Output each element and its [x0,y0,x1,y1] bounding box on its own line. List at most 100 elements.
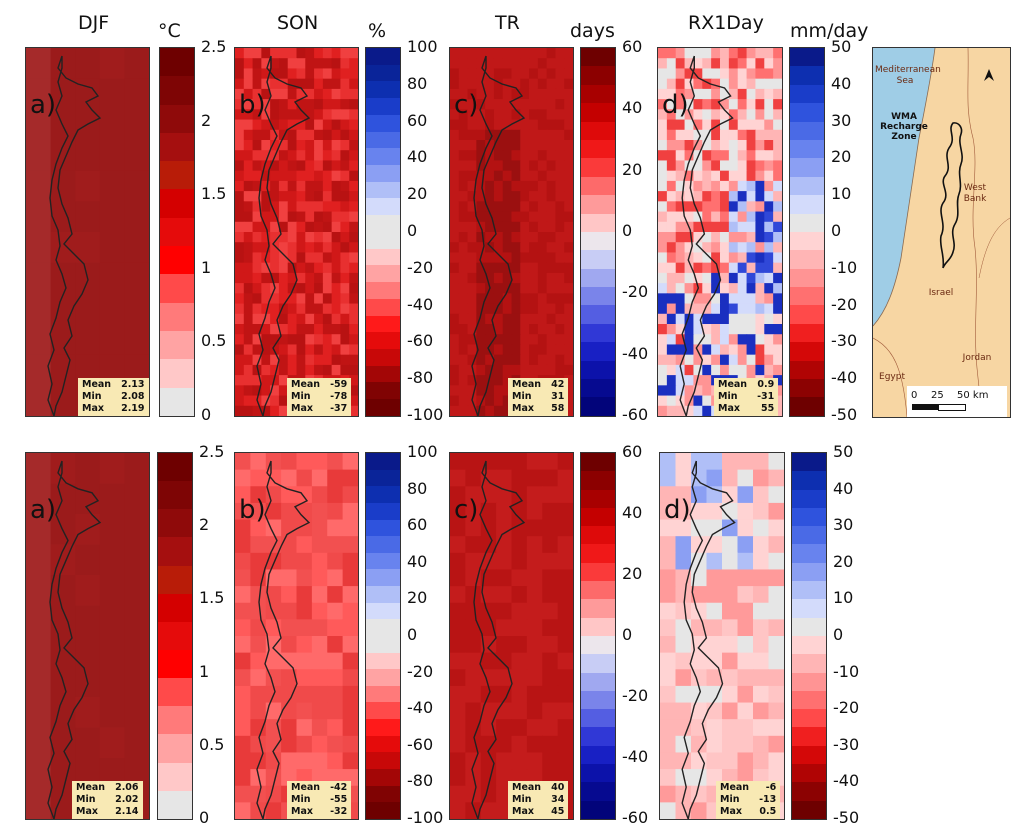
stats-box-djf-row1: Mean 2.13 Min 2.08 Max 2.19 [78,378,149,416]
colorbar-tick-label: -40 [622,747,649,766]
raster-field [26,453,149,819]
colorbar-tick-label: 20 [831,147,852,167]
stats-box-rx1day-row2: Mean -6 Min -13 Max 0.5 [716,781,781,819]
stats-box-rx1day-row1: Mean 0.9 Min -31 Max 55 [714,378,779,416]
panel-label-c: c) [454,495,479,525]
colorbar-tick-label: 1 [199,661,210,681]
colorbar-tick-label: -60 [407,734,434,754]
location-map: Mediterranean Sea WMA Recharge Zone West… [872,47,1011,418]
colorbar-tick-label: -60 [407,331,434,351]
label-jordan: Jordan [962,353,992,363]
colorbar-tick-label: 10 [831,184,852,204]
colorbar-tick-label: -20 [833,698,860,718]
stats-box-tr-row1: Mean 42 Min 31 Max 58 [508,378,569,416]
label-wma-recharge-zone: WMA Recharge Zone [880,112,928,142]
raster-field [450,48,573,416]
map-panel-djf-row2: a) Mean 2.06 Min 2.02 Max 2.14 [25,452,150,820]
colorbar-tick-label: -100 [407,808,444,827]
colorbar-tick-label: -40 [407,294,434,314]
colorbar-tick-label: -60 [622,405,649,424]
unit-son: % [368,20,387,42]
header-son: SON [277,12,319,34]
colorbar-tick-label: 2.5 [201,37,227,56]
map-panel-son-row1: b) Mean -59 Min -78 Max -37 [234,47,359,417]
colorbar-tick-label: 50 [831,37,852,56]
colorbar-tick-label: 40 [622,503,643,522]
colorbar-tick-label: -50 [833,808,860,827]
map-panel-son-row2: b) Mean -42 Min -55 Max -32 [234,452,359,820]
colorbar-djf-row1 [159,47,195,417]
unit-djf: °C [158,20,181,42]
scale-bar: 0 25 50 km [907,386,1007,417]
colorbar-tick-label: -30 [833,734,860,754]
raster-field [235,48,358,416]
colorbar-tick-label: 30 [831,110,852,130]
header-rx1day: RX1Day [688,12,764,34]
colorbar-tick-label: 1.5 [201,184,227,204]
colorbar-tick-label: 100 [407,37,438,56]
colorbar-tick-label: 0 [407,221,418,240]
colorbar-rx1day-row2 [791,452,827,820]
colorbar-tick-label: 1 [201,257,212,277]
colorbar-tick-label: 0.5 [199,734,225,754]
wma-boundary-outline [256,460,311,819]
label-mediterranean-sea: Mediterranean Sea [875,65,941,86]
colorbar-tick-label: -80 [407,368,434,388]
colorbar-tick-label: 60 [622,442,643,461]
label-egypt: Egypt [879,372,905,382]
colorbar-tick-label: -50 [831,405,858,424]
colorbar-tick-label: 30 [833,515,854,535]
colorbar-tick-label: 60 [407,110,428,130]
colorbar-tick-label: -20 [831,294,858,314]
colorbar-tick-label: 20 [407,588,428,608]
raster-field [658,48,782,416]
panel-label-a: a) [30,90,57,120]
colorbar-tick-label: -20 [407,661,434,681]
map-panel-rx1day-row2: d) Mean -6 Min -13 Max 0.5 [659,452,785,820]
colorbar-tick-label: -40 [833,771,860,791]
colorbar-tick-label: 0 [622,221,633,240]
colorbar-tick-label: 40 [833,478,854,498]
colorbar-tick-label: 100 [407,442,438,461]
colorbar-tick-label: 40 [622,98,643,118]
colorbar-tick-label: -40 [831,368,858,388]
colorbar-tick-label: 0 [831,221,842,240]
wma-boundary-outline [679,55,734,416]
panel-label-c: c) [454,90,479,120]
colorbar-tick-label: 0 [407,625,418,644]
colorbar-tick-label: 0 [622,625,633,644]
colorbar-tick-label: 1.5 [199,588,225,608]
panel-label-b: b) [239,90,266,120]
colorbar-tick-label: 2 [199,515,210,535]
wma-boundary-outline [47,460,102,819]
header-tr: TR [495,12,520,34]
colorbar-tick-label: 20 [407,184,428,204]
panel-label-d: d) [662,90,689,120]
colorbar-tick-label: -20 [622,686,649,705]
map-panel-tr-row2: c) Mean 40 Min 34 Max 45 [449,452,574,820]
label-israel: Israel [928,288,954,298]
colorbar-tick-label: 40 [831,73,852,93]
colorbar-tr-row1 [580,47,616,417]
colorbar-tick-label: 80 [407,478,428,498]
colorbar-tick-label: 0 [833,625,844,644]
colorbar-tick-label: 2.5 [199,442,225,461]
panel-label-b: b) [239,495,266,525]
label-west-bank: West Bank [963,183,987,204]
wma-boundary-outline [47,55,102,416]
colorbar-tick-label: 60 [622,37,643,56]
wma-boundary-outline [471,55,526,416]
stats-box-son-row1: Mean -59 Min -78 Max -37 [287,378,352,416]
stats-box-djf-row2: Mean 2.06 Min 2.02 Max 2.14 [72,781,143,819]
colorbar-tick-label: 10 [833,588,854,608]
colorbar-rx1day-row1 [789,47,825,417]
wma-boundary-outline [471,460,526,819]
colorbar-tick-label: 0 [199,808,210,827]
wma-boundary-outline [256,55,311,416]
colorbar-tick-label: 20 [833,551,854,571]
colorbar-tick-label: -80 [407,771,434,791]
colorbar-tick-label: 60 [407,515,428,535]
colorbar-tick-label: 80 [407,73,428,93]
panel-label-a: a) [30,495,57,525]
stats-box-son-row2: Mean -42 Min -55 Max -32 [287,781,352,819]
